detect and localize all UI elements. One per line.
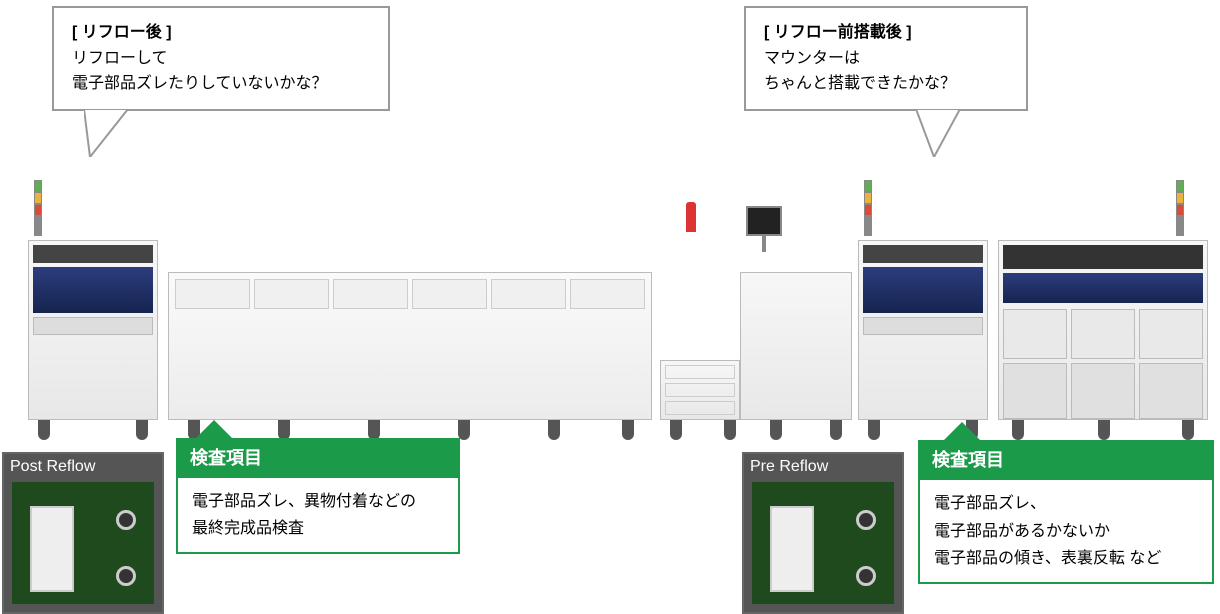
bubble-title: [ リフロー前搭載後 ] — [764, 20, 1008, 46]
bubble-post-reflow: [ リフロー後 ] リフローして 電子部品ズレたりしていないかな？ — [52, 6, 390, 111]
beacon-icon — [686, 202, 696, 232]
speech-tail-icon — [84, 109, 128, 157]
pcb-thumbnail: Post Reflow — [2, 452, 164, 614]
info-post-reflow: Post Reflow — [2, 452, 164, 614]
pcb-label: Post Reflow — [10, 458, 95, 476]
machine-handler — [660, 272, 852, 420]
callout-body: 電子部品ズレ、 電子部品があるかないか 電子部品の傾き、表裏反転 など — [918, 478, 1214, 584]
production-line — [10, 180, 1210, 440]
bubble-title: [ リフロー後 ] — [72, 20, 370, 46]
signal-tower-icon — [34, 180, 42, 236]
bubble-line: マウンターは — [764, 46, 1008, 72]
callout-line: 電子部品ズレ、異物付着などの — [192, 488, 444, 515]
machine-aoi-right — [858, 240, 988, 420]
callout-body: 電子部品ズレ、異物付着などの 最終完成品検査 — [176, 476, 460, 554]
callout-line: 電子部品ズレ、 — [934, 490, 1198, 517]
bubble-line: ちゃんと搭載できたかな？ — [764, 71, 1008, 97]
monitor-icon — [746, 206, 782, 236]
info-pre-reflow: Pre Reflow — [742, 452, 904, 614]
pcb-label: Pre Reflow — [750, 458, 828, 476]
speech-tail-icon — [916, 109, 960, 157]
callout-header: 検査項目 — [176, 438, 460, 476]
callout-line: 電子部品の傾き、表裏反転 など — [934, 545, 1198, 572]
callout-line: 最終完成品検査 — [192, 515, 444, 542]
machine-mounter — [998, 240, 1208, 420]
machine-reflow-oven — [168, 272, 652, 420]
callout-header: 検査項目 — [918, 440, 1214, 478]
machine-aoi-left — [28, 240, 158, 420]
signal-tower-icon — [1176, 180, 1184, 236]
bubble-pre-reflow: [ リフロー前搭載後 ] マウンターは ちゃんと搭載できたかな？ — [744, 6, 1028, 111]
pcb-thumbnail: Pre Reflow — [742, 452, 904, 614]
bubble-line: 電子部品ズレたりしていないかな？ — [72, 71, 370, 97]
signal-tower-icon — [864, 180, 872, 236]
callout-line: 電子部品があるかないか — [934, 518, 1198, 545]
callout-post-reflow: 検査項目 電子部品ズレ、異物付着などの 最終完成品検査 — [176, 438, 460, 554]
callout-pre-reflow: 検査項目 電子部品ズレ、 電子部品があるかないか 電子部品の傾き、表裏反転 など — [918, 440, 1214, 584]
bubble-line: リフローして — [72, 46, 370, 72]
